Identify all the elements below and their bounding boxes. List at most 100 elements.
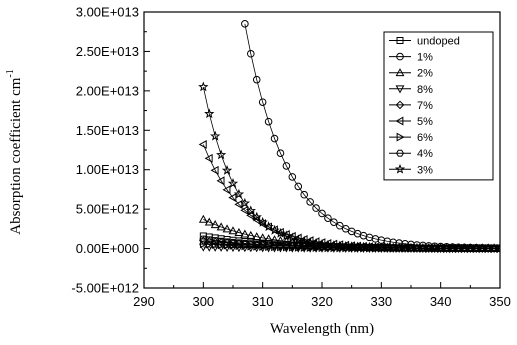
legend-item: 2%	[389, 68, 433, 80]
data-point	[347, 243, 356, 251]
data-point	[216, 176, 225, 186]
y-axis-title-main: Absorption coefficient cm	[8, 77, 24, 235]
data-point	[288, 242, 297, 250]
data-point	[293, 234, 304, 245]
legend: undoped 1% 2% 8% 7% 5% 6% 4% 3%	[383, 31, 494, 181]
data-point	[223, 240, 232, 250]
legend-item: 4%	[389, 148, 433, 160]
legend-label: 5%	[417, 116, 433, 128]
data-point	[396, 52, 404, 61]
legend-label: 2%	[417, 68, 433, 80]
y-tick-label: 1.00E+013	[76, 162, 139, 177]
data-point	[394, 163, 406, 174]
data-point	[310, 238, 322, 248]
legend-item: 1%	[389, 52, 433, 64]
series-3pct	[198, 81, 500, 253]
legend-label: undoped	[417, 36, 460, 48]
data-point	[198, 140, 207, 149]
data-point	[205, 236, 214, 244]
legend-box	[383, 31, 494, 181]
data-point	[210, 165, 219, 175]
data-point	[300, 190, 309, 199]
data-point	[258, 233, 268, 242]
y-axis-title-group: Absorption coefficient cm-1	[5, 69, 24, 235]
data-point	[240, 229, 250, 238]
data-point	[204, 108, 215, 119]
data-point	[235, 241, 244, 251]
data-point	[276, 241, 285, 249]
data-point	[198, 214, 208, 223]
data-point	[341, 243, 350, 251]
data-point	[276, 235, 285, 244]
data-point	[240, 244, 250, 253]
data-point	[222, 185, 231, 195]
legend-item: 5%	[389, 116, 433, 128]
data-point	[211, 237, 220, 245]
data-point	[395, 68, 405, 77]
data-point	[246, 240, 255, 248]
data-point	[241, 20, 249, 28]
data-point	[222, 224, 232, 233]
data-point	[282, 242, 291, 250]
data-point	[227, 178, 239, 188]
legend-label: 7%	[417, 100, 433, 112]
data-point	[210, 130, 221, 141]
data-point	[294, 182, 303, 191]
legend-item: undoped	[389, 36, 460, 48]
legend-item: 8%	[389, 84, 433, 96]
data-point	[288, 173, 297, 181]
y-tick-label: 0.00E+000	[76, 241, 139, 256]
data-point	[217, 240, 226, 250]
x-tick-label: 330	[370, 294, 392, 309]
data-point	[245, 205, 256, 216]
data-point	[216, 222, 226, 231]
data-point	[275, 227, 286, 238]
data-point	[253, 241, 262, 251]
data-point	[276, 149, 285, 157]
data-point	[304, 237, 316, 247]
data-point	[395, 85, 405, 94]
data-point	[281, 236, 291, 245]
data-point	[395, 116, 404, 126]
data-point	[234, 244, 244, 253]
data-point	[204, 217, 214, 226]
series-layer	[198, 20, 500, 254]
data-point	[215, 149, 227, 160]
data-point	[324, 214, 332, 222]
data-point	[252, 232, 262, 241]
data-point	[258, 98, 267, 106]
y-tick-label: -5.00E+012	[71, 281, 139, 296]
y-tick-label: 2.50E+013	[76, 44, 139, 59]
data-point	[281, 230, 292, 241]
data-point	[330, 218, 338, 227]
data-point	[252, 240, 261, 248]
data-point	[199, 235, 208, 243]
data-point	[269, 224, 280, 235]
data-point	[211, 240, 220, 250]
data-point	[234, 199, 243, 209]
data-point	[264, 117, 273, 126]
data-point	[316, 238, 328, 249]
data-point	[494, 243, 500, 253]
data-point	[240, 239, 249, 247]
axis-ticks: 290 300 310 320 330 340 350 -5.00E+012 0.00E+000…	[71, 5, 510, 310]
x-tick-label: 340	[430, 294, 452, 309]
data-point	[264, 241, 273, 249]
data-point	[221, 165, 233, 175]
data-point	[198, 81, 209, 92]
x-tick-label: 320	[311, 294, 333, 309]
x-tick-label: 310	[252, 294, 274, 309]
x-axis-title: Wavelength (nm)	[270, 321, 374, 337]
data-point	[318, 209, 326, 218]
data-point	[396, 37, 404, 44]
legend-label: 3%	[417, 164, 433, 176]
data-point	[251, 211, 262, 222]
data-point	[246, 230, 256, 239]
data-point	[228, 226, 238, 235]
data-point	[228, 193, 237, 203]
data-point	[270, 241, 279, 249]
data-point	[252, 75, 261, 84]
data-point	[306, 198, 314, 206]
x-tick-label: 350	[489, 294, 511, 309]
